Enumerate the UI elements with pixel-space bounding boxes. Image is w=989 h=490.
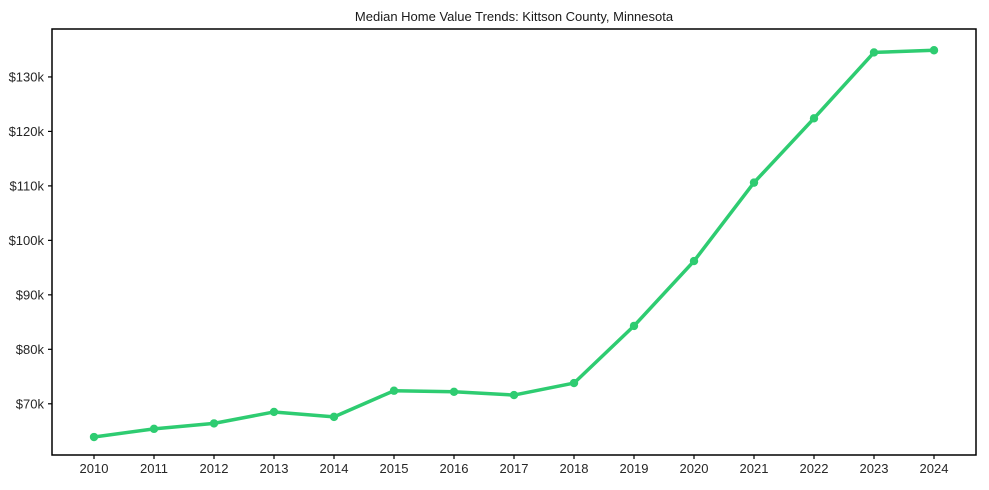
x-axis-tick-label: 2010 xyxy=(80,461,109,476)
x-axis-tick-label: 2012 xyxy=(200,461,229,476)
data-point-2010 xyxy=(89,432,99,442)
x-axis-tick-label: 2020 xyxy=(680,461,709,476)
x-axis-tick-label: 2016 xyxy=(440,461,469,476)
data-point-2023 xyxy=(869,48,879,57)
data-point-2014 xyxy=(329,412,339,422)
y-axis-tick-label: $130k xyxy=(9,69,45,84)
x-axis-tick-label: 2022 xyxy=(800,461,829,476)
data-point-2018 xyxy=(569,378,579,388)
x-axis-tick-label: 2023 xyxy=(860,461,889,476)
data-point-2013 xyxy=(269,407,279,417)
x-axis-tick-label: 2011 xyxy=(140,461,168,476)
x-axis-tick-label: 2017 xyxy=(500,461,529,476)
trend-line xyxy=(92,48,936,439)
y-axis-tick-label: $120k xyxy=(9,124,45,139)
data-point-2015 xyxy=(389,386,399,395)
x-axis-tick-label: 2013 xyxy=(260,461,289,476)
data-point-2021 xyxy=(749,178,759,187)
data-point-2024 xyxy=(929,46,939,55)
chart-title: Median Home Value Trends: Kittson County… xyxy=(355,9,674,24)
data-point-2011 xyxy=(149,424,159,434)
x-axis-tick-label: 2021 xyxy=(740,461,769,476)
data-point-2012 xyxy=(209,419,219,428)
data-point-2022 xyxy=(809,114,819,123)
x-axis-tick-label: 2015 xyxy=(380,461,409,476)
y-axis-tick-label: $90k xyxy=(16,287,45,302)
y-axis-tick-label: $110k xyxy=(10,178,45,193)
x-axis-tick-label: 2018 xyxy=(560,461,589,476)
data-point-2020 xyxy=(689,256,699,266)
data-point-2019 xyxy=(629,321,639,331)
y-axis-tick-label: $70k xyxy=(16,396,45,411)
x-axis-tick-label: 2014 xyxy=(320,461,349,476)
data-point-2017 xyxy=(509,390,519,400)
data-point-2016 xyxy=(449,387,459,397)
y-axis-tick-label: $80k xyxy=(16,342,45,357)
y-axis-tick-label: $100k xyxy=(9,233,45,248)
x-axis-tick-label: 2019 xyxy=(620,461,649,476)
x-axis-tick-label: 2024 xyxy=(920,461,949,476)
